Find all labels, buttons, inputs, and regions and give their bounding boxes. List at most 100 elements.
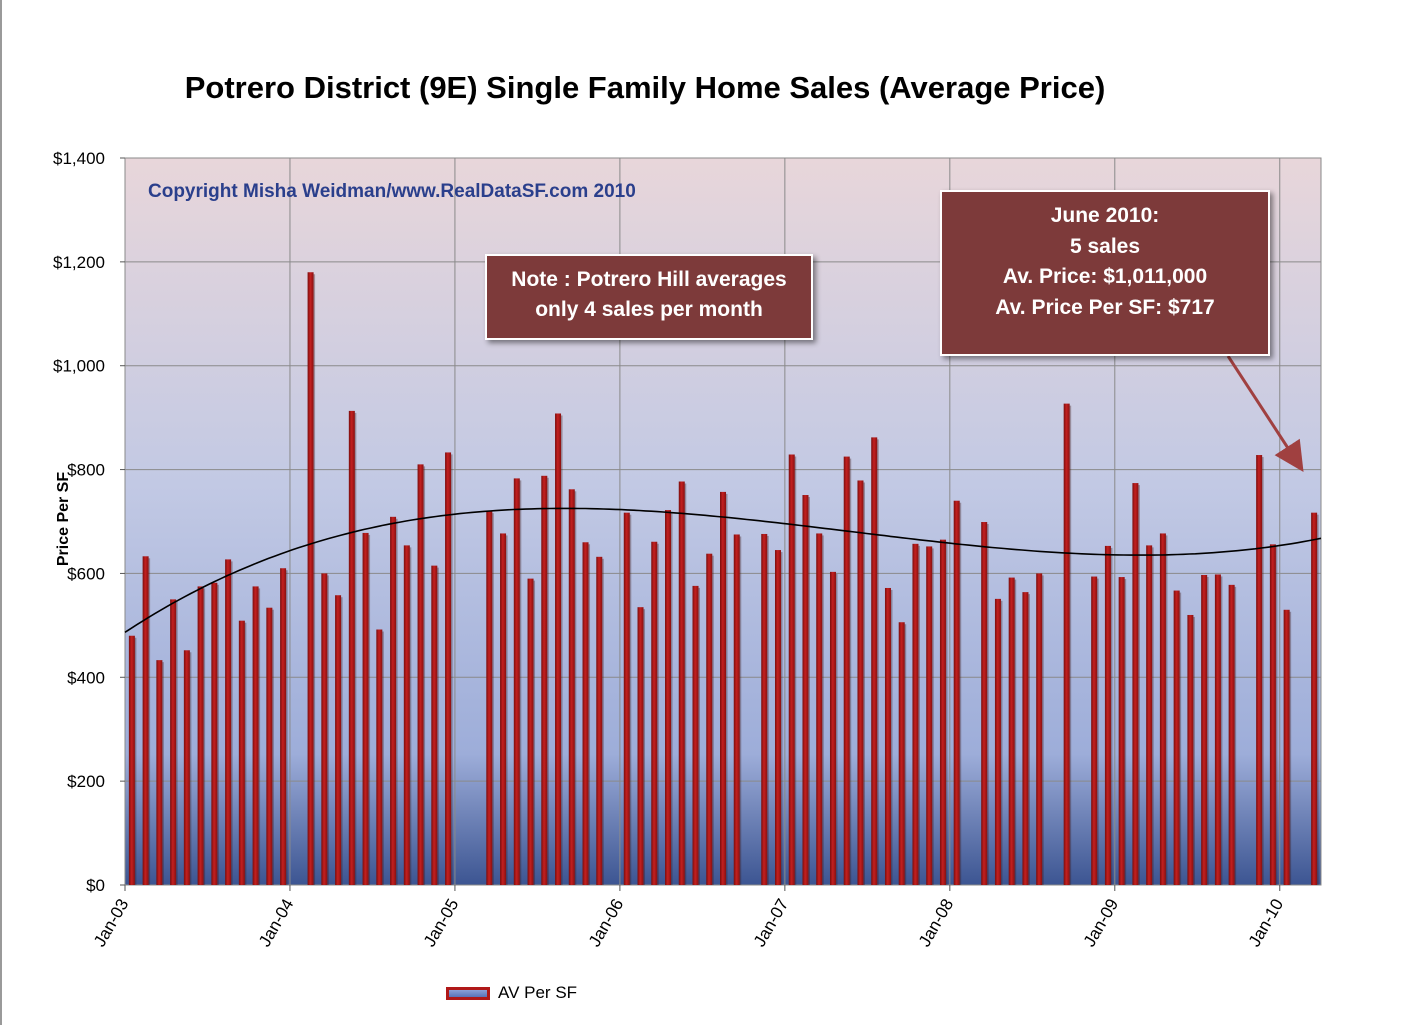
bar bbox=[403, 545, 410, 885]
bar bbox=[307, 272, 314, 885]
info-line-1: June 2010: bbox=[1050, 204, 1160, 227]
y-tick-label: $200 bbox=[67, 772, 105, 791]
bar bbox=[238, 620, 245, 885]
bar bbox=[348, 410, 355, 885]
page-left-rule bbox=[0, 0, 2, 1025]
bar bbox=[225, 559, 232, 885]
y-tick-label: $800 bbox=[67, 461, 105, 480]
june-2010-callout: June 2010: 5 sales Av. Price: $1,011,000… bbox=[940, 190, 1270, 356]
x-tick-label: Jan-05 bbox=[420, 896, 462, 951]
info-line-2: 5 sales bbox=[1069, 234, 1141, 258]
bar bbox=[500, 533, 507, 885]
bar bbox=[733, 534, 740, 885]
y-axis-ticks: $0 $200 $400 $600 $800 $1,000 $1,200 $1,400 bbox=[53, 149, 125, 895]
bar bbox=[761, 533, 768, 885]
bar bbox=[1201, 574, 1208, 885]
bar bbox=[183, 650, 190, 885]
bar bbox=[898, 622, 905, 885]
bar bbox=[774, 550, 781, 885]
bar bbox=[568, 489, 575, 885]
bar bbox=[1008, 577, 1015, 885]
bar bbox=[555, 413, 562, 885]
bar bbox=[1228, 584, 1235, 885]
bar bbox=[816, 533, 823, 885]
copyright-text: Copyright Misha Weidman/www.RealDataSF.c… bbox=[148, 181, 636, 202]
y-tick-label: $1,200 bbox=[53, 253, 105, 272]
bar bbox=[252, 586, 259, 885]
bar bbox=[417, 464, 424, 885]
bar bbox=[1063, 403, 1070, 885]
bar bbox=[170, 599, 177, 885]
bar bbox=[623, 512, 630, 885]
bar bbox=[541, 475, 548, 885]
bar bbox=[266, 607, 273, 885]
y-tick-label: $600 bbox=[67, 564, 105, 583]
bar bbox=[857, 480, 864, 885]
bar bbox=[871, 437, 878, 885]
y-tick-label: $400 bbox=[67, 668, 105, 687]
bar bbox=[211, 582, 218, 885]
note-line-2: only 4 sales per month bbox=[535, 298, 763, 321]
bar bbox=[321, 573, 328, 885]
bar bbox=[128, 635, 135, 885]
bar bbox=[1132, 483, 1139, 885]
bar bbox=[802, 495, 809, 885]
bar bbox=[1146, 545, 1153, 885]
bar bbox=[1159, 533, 1166, 885]
bar bbox=[637, 607, 644, 885]
x-tick-label: Jan-10 bbox=[1245, 896, 1287, 951]
bar bbox=[953, 500, 960, 885]
bar bbox=[912, 543, 919, 885]
bar bbox=[843, 456, 850, 885]
bar bbox=[596, 556, 603, 885]
legend: AV Per SF bbox=[446, 983, 577, 1003]
bar bbox=[939, 539, 946, 885]
bar bbox=[527, 578, 534, 885]
bar bbox=[926, 546, 933, 885]
note-line-1: Note : Potrero Hill averages bbox=[511, 268, 787, 291]
bar bbox=[1104, 545, 1111, 885]
bar bbox=[142, 556, 149, 885]
bar bbox=[994, 598, 1001, 885]
bar bbox=[486, 511, 493, 885]
bar bbox=[1311, 512, 1318, 885]
bar bbox=[335, 595, 342, 885]
legend-label: AV Per SF bbox=[498, 983, 578, 1002]
bar bbox=[1256, 455, 1263, 885]
bar bbox=[720, 491, 726, 885]
callout-arrow bbox=[1226, 355, 1304, 473]
bar bbox=[197, 586, 204, 885]
bar bbox=[665, 510, 672, 885]
trend-line bbox=[124, 507, 1322, 633]
x-tick-label: Jan-07 bbox=[750, 896, 792, 951]
bar bbox=[156, 660, 163, 885]
trendline bbox=[124, 507, 1322, 633]
bar bbox=[1022, 592, 1029, 885]
bar bbox=[788, 454, 795, 885]
bar bbox=[692, 585, 699, 885]
chart-title: Potrero District (9E) Single Family Home… bbox=[184, 70, 1106, 105]
x-tick-label: Jan-06 bbox=[585, 896, 627, 951]
bar bbox=[829, 571, 836, 885]
x-tick-label: Jan-03 bbox=[90, 896, 132, 951]
x-axis-ticks: Jan-03 Jan-04 Jan-05 Jan-06 Jan-07 Jan-08 Jan-… bbox=[90, 885, 1287, 950]
bar bbox=[390, 516, 397, 885]
legend-swatch bbox=[446, 986, 490, 1000]
note-callout: Note : Potrero Hill averages only 4 sale… bbox=[485, 254, 813, 340]
bar bbox=[513, 478, 520, 885]
bar bbox=[1173, 590, 1180, 885]
bar bbox=[362, 532, 369, 885]
bar bbox=[1187, 614, 1194, 885]
info-line-3: Av. Price: $1,011,000 bbox=[1002, 265, 1208, 288]
bar bbox=[1036, 573, 1043, 885]
bar bbox=[1091, 576, 1098, 885]
y-tick-label: $1,400 bbox=[53, 149, 105, 168]
x-tick-label: Jan-04 bbox=[255, 896, 297, 951]
bar bbox=[280, 568, 287, 885]
x-tick-label: Jan-09 bbox=[1080, 896, 1122, 951]
bar bbox=[1118, 577, 1125, 885]
bar bbox=[582, 542, 589, 885]
bar bbox=[376, 629, 383, 885]
x-tick-label: Jan-08 bbox=[915, 896, 957, 951]
